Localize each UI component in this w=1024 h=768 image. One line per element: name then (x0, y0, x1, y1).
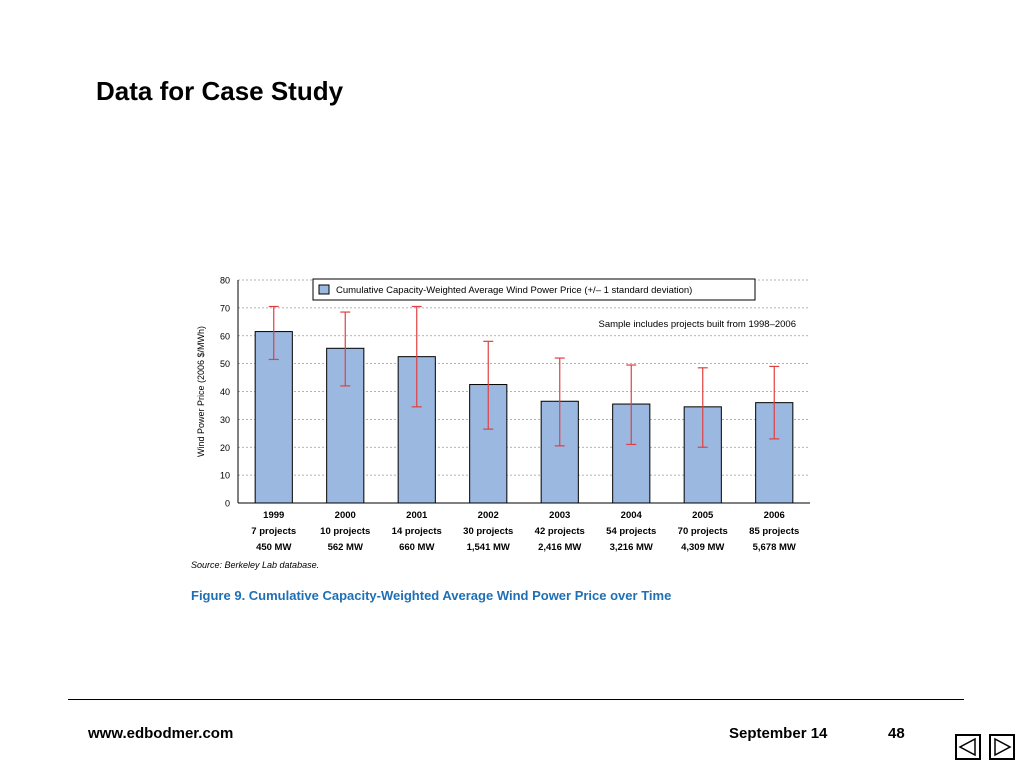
legend-swatch (318, 284, 330, 295)
y-tick-label: 40 (220, 387, 230, 397)
footer-date: September 14 (729, 725, 828, 742)
x-category-label: 2001 (406, 510, 428, 521)
x-category-label: 2002 (478, 510, 499, 521)
figure-caption: Figure 9. Cumulative Capacity-Weighted A… (191, 588, 672, 603)
legend-box (312, 278, 756, 301)
y-tick-label: 80 (220, 276, 230, 286)
page-number: 48 (888, 725, 905, 742)
y-tick-label: 10 (220, 471, 230, 481)
x-category-label: 450 MW (256, 542, 291, 553)
x-category-label: 14 projects (392, 526, 442, 537)
slide-title: Data for Case Study (96, 76, 344, 106)
next-slide-button[interactable] (989, 734, 1015, 760)
footer-divider (68, 699, 964, 700)
x-category-label: 2003 (549, 510, 570, 521)
x-category-label: 30 projects (463, 526, 513, 537)
x-category-label: 1,541 MW (467, 542, 510, 553)
x-category-label: 10 projects (320, 526, 370, 537)
x-category-label: 70 projects (678, 526, 728, 537)
x-category-label: 2004 (621, 510, 643, 521)
x-category-label: 562 MW (328, 542, 363, 553)
x-category-label: 54 projects (606, 526, 656, 537)
x-category-label: 2005 (692, 510, 714, 521)
x-category-label: 5,678 MW (753, 542, 796, 553)
x-category-label: 1999 (263, 510, 284, 521)
y-axis-title: Wind Power Price (2006 $/MWh) (196, 326, 206, 457)
x-category-label: 2,416 MW (538, 542, 581, 553)
x-category-label: 7 projects (251, 526, 296, 537)
y-tick-label: 50 (220, 359, 230, 369)
triangle-left-icon (958, 737, 976, 757)
y-tick-label: 60 (220, 331, 230, 341)
chart-annotation: Sample includes projects built from 1998… (598, 319, 796, 330)
y-tick-label: 0 (225, 499, 230, 509)
x-category-label: 2006 (764, 510, 785, 521)
bar-chart: 0 10 20 30 40 50 60 70 80 Wind Power Price (2006 … (196, 276, 810, 553)
x-category-label: 85 projects (749, 526, 799, 537)
y-tick-label: 70 (220, 303, 230, 313)
y-tick-label: 30 (220, 415, 230, 425)
x-category-label: 3,216 MW (610, 542, 653, 553)
x-category-label: 4,309 MW (681, 542, 724, 553)
y-tick-label: 20 (220, 443, 230, 453)
x-category-label: 660 MW (399, 542, 434, 553)
footer-url[interactable]: www.edbodmer.com (88, 725, 234, 742)
previous-slide-button[interactable] (955, 734, 981, 760)
legend-label: Cumulative Capacity-Weighted Average Win… (336, 285, 692, 296)
x-category-label: 2000 (335, 510, 356, 521)
x-category-label: 42 projects (535, 526, 585, 537)
source-note: Source: Berkeley Lab database. (191, 560, 320, 570)
triangle-right-icon (994, 737, 1012, 757)
